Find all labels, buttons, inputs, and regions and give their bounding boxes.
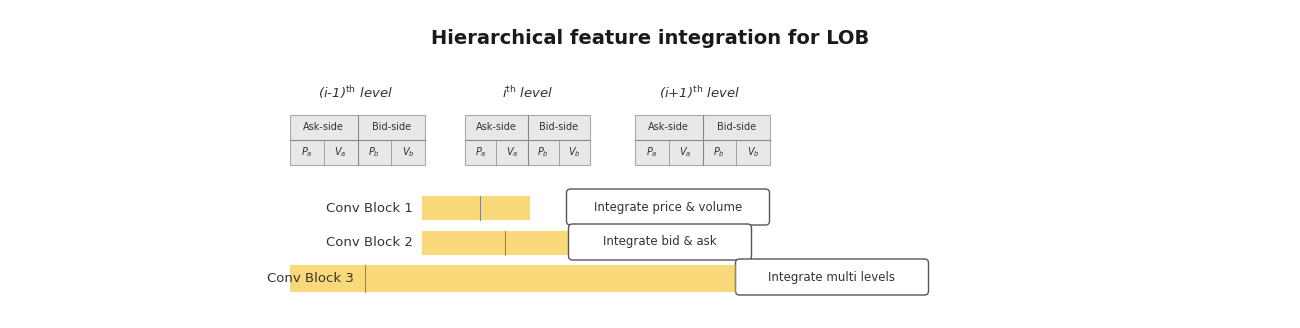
FancyBboxPatch shape bbox=[465, 115, 590, 165]
Text: Ask-side: Ask-side bbox=[649, 122, 689, 133]
FancyBboxPatch shape bbox=[736, 259, 928, 295]
Text: i$^{\mathrm{th}}$ level: i$^{\mathrm{th}}$ level bbox=[502, 85, 554, 101]
Text: $\it{V}$$_{\it{a}}$: $\it{V}$$_{\it{a}}$ bbox=[334, 146, 347, 159]
Text: Conv Block 2: Conv Block 2 bbox=[326, 236, 413, 250]
Text: $\it{V}$$_{\it{b}}$: $\it{V}$$_{\it{b}}$ bbox=[402, 146, 415, 159]
Text: $\it{P}$$_{\it{b}}$: $\it{P}$$_{\it{b}}$ bbox=[714, 146, 725, 159]
Text: $\it{V}$$_{\it{a}}$: $\it{V}$$_{\it{a}}$ bbox=[506, 146, 519, 159]
Text: Integrate multi levels: Integrate multi levels bbox=[768, 271, 896, 283]
Text: Conv Block 3: Conv Block 3 bbox=[266, 272, 354, 285]
Text: $\it{P}$$_{\it{a}}$: $\it{P}$$_{\it{a}}$ bbox=[474, 146, 486, 159]
FancyBboxPatch shape bbox=[568, 224, 751, 260]
Text: Bid-side: Bid-side bbox=[372, 122, 411, 133]
FancyBboxPatch shape bbox=[422, 196, 530, 220]
Text: Ask-side: Ask-side bbox=[476, 122, 516, 133]
Text: Ask-side: Ask-side bbox=[303, 122, 345, 133]
Text: $\it{P}$$_{\it{a}}$: $\it{P}$$_{\it{a}}$ bbox=[302, 146, 313, 159]
Text: (i-1)$^{\mathrm{th}}$ level: (i-1)$^{\mathrm{th}}$ level bbox=[317, 85, 393, 101]
Text: $\it{V}$$_{\it{b}}$: $\it{V}$$_{\it{b}}$ bbox=[568, 146, 581, 159]
Text: $\it{V}$$_{\it{b}}$: $\it{V}$$_{\it{b}}$ bbox=[746, 146, 759, 159]
Text: Bid-side: Bid-side bbox=[716, 122, 755, 133]
FancyBboxPatch shape bbox=[422, 231, 590, 255]
Text: $\it{P}$$_{\it{a}}$: $\it{P}$$_{\it{a}}$ bbox=[646, 146, 658, 159]
FancyBboxPatch shape bbox=[634, 115, 770, 165]
Text: (i+1)$^{\mathrm{th}}$ level: (i+1)$^{\mathrm{th}}$ level bbox=[659, 85, 741, 101]
Text: $\it{P}$$_{\it{b}}$: $\it{P}$$_{\it{b}}$ bbox=[537, 146, 549, 159]
Text: $\it{P}$$_{\it{b}}$: $\it{P}$$_{\it{b}}$ bbox=[368, 146, 381, 159]
FancyBboxPatch shape bbox=[567, 189, 770, 225]
Text: Integrate bid & ask: Integrate bid & ask bbox=[603, 236, 716, 249]
Text: Bid-side: Bid-side bbox=[540, 122, 578, 133]
FancyBboxPatch shape bbox=[290, 115, 425, 165]
Text: Conv Block 1: Conv Block 1 bbox=[326, 201, 413, 215]
Text: Hierarchical feature integration for LOB: Hierarchical feature integration for LOB bbox=[430, 29, 870, 48]
FancyBboxPatch shape bbox=[290, 265, 734, 292]
Text: Integrate price & volume: Integrate price & volume bbox=[594, 200, 742, 214]
Text: $\it{V}$$_{\it{a}}$: $\it{V}$$_{\it{a}}$ bbox=[680, 146, 692, 159]
